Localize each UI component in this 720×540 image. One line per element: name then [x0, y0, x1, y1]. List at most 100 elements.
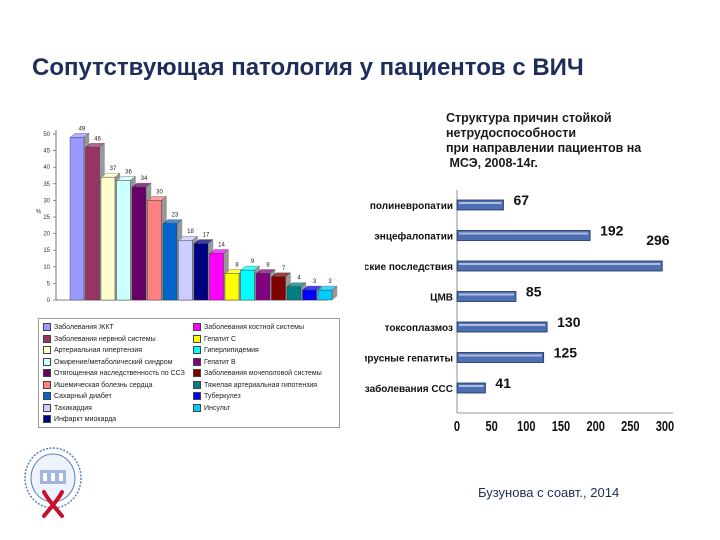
y-tick-label: 10	[43, 265, 50, 271]
legend-item: Гепатит С	[193, 334, 322, 346]
legend-swatch	[43, 380, 51, 389]
legend-label: Заболевания нервной системы	[54, 335, 156, 343]
legend-item: Инсульт	[193, 403, 322, 415]
bar	[317, 285, 338, 301]
x-tick-label: 250	[621, 417, 639, 434]
category-label: энцефалопатии	[374, 231, 453, 243]
data-label: 34	[141, 176, 148, 182]
bar-rect	[456, 382, 486, 394]
bar-front	[271, 276, 286, 301]
bar-front	[147, 200, 162, 301]
bar-rect	[456, 291, 517, 302]
data-label: 36	[125, 169, 132, 175]
bar-front	[224, 273, 240, 301]
legend-item: Ожирение/метаболический синдром	[43, 357, 185, 369]
bar-front	[240, 269, 255, 301]
legend-swatch	[43, 334, 51, 343]
legend-item: Гепатит В	[193, 357, 322, 369]
data-label: 41	[495, 375, 511, 391]
bar-rect	[456, 352, 545, 363]
legend-label: Гиперлипидемия	[204, 347, 259, 354]
bar-front	[116, 180, 131, 301]
bar-front	[131, 186, 147, 301]
x-tick-label: 150	[552, 417, 570, 434]
legend-swatch	[43, 369, 51, 378]
bar-front	[69, 137, 85, 301]
x-tick-label: 300	[656, 417, 674, 434]
data-label: 14	[218, 243, 225, 249]
data-label: 4	[297, 276, 301, 282]
legend-item: Заболевания нервной системы	[43, 334, 185, 346]
bar-highlight	[459, 293, 514, 296]
bar-front	[302, 289, 317, 301]
bar-highlight	[459, 324, 546, 326]
legend-swatch	[43, 346, 51, 355]
x-tick-label: 0	[454, 417, 460, 434]
category-label: неврологические последствия	[365, 262, 453, 273]
legend-item: Тяжелая артериальная гипотензия	[193, 380, 322, 392]
bar-rect	[456, 321, 548, 333]
bar	[456, 382, 486, 394]
bar	[456, 321, 548, 333]
data-label: 46	[94, 136, 101, 142]
data-label: 192	[600, 223, 624, 239]
legend-item: Туберкулез	[193, 391, 322, 403]
data-label: 296	[646, 232, 670, 248]
chart-caption: Структура причин стойкой нетрудоспособнос…	[446, 111, 686, 171]
chart-legend: Заболевания ЖКТ Заболевания нервной систе…	[38, 318, 340, 428]
bar-highlight	[459, 385, 484, 387]
organization-logo	[24, 447, 82, 518]
legend-label: Ожирение/метаболический синдром	[54, 358, 173, 366]
legend-swatch	[193, 392, 201, 401]
y-tick-label: 30	[43, 198, 50, 204]
legend-item: Сахарный диабет	[43, 391, 185, 403]
y-tick-label: 25	[43, 215, 50, 221]
bar-highlight	[459, 202, 502, 204]
legend-swatch	[193, 334, 201, 343]
bar-front	[317, 289, 333, 301]
legend-swatch	[193, 357, 201, 366]
data-label: 125	[554, 345, 578, 361]
legend-label: Заболевания мочеполовой системы	[204, 370, 322, 377]
x-tick-label: 200	[586, 417, 604, 434]
legend-item: Ишемическая болезнь сердца	[43, 380, 185, 392]
data-label: 23	[172, 213, 179, 219]
legend-item: Заболевания мочеполовой системы	[193, 368, 322, 380]
bar	[456, 352, 545, 363]
data-label: 30	[156, 189, 163, 195]
x-tick-label: 100	[517, 417, 535, 434]
category-label: полиневропатии	[370, 201, 453, 212]
y-tick-label: 45	[43, 149, 50, 155]
legend-swatch	[193, 403, 201, 412]
bar-front	[209, 253, 224, 301]
legend-label: Гепатит В	[204, 358, 236, 366]
bar	[456, 291, 517, 302]
bar-highlight	[459, 232, 589, 235]
bar-front	[255, 273, 271, 301]
legend-label: Заболевания ЖКТ	[54, 324, 114, 331]
bar-front	[286, 286, 302, 301]
category-label: токсоплазмоз	[385, 323, 453, 334]
legend-item: Заболевания ЖКТ	[43, 322, 185, 334]
y-tick-label: 40	[43, 165, 50, 171]
bar-front	[85, 147, 100, 301]
category-label: вирусные гепатиты	[365, 354, 453, 365]
legend-label: Заболевания костной системы	[204, 324, 305, 331]
legend-label: Ишемическая болезнь сердца	[54, 381, 153, 389]
data-label: 8	[266, 262, 270, 268]
data-label: 130	[557, 314, 581, 330]
data-label: 37	[110, 166, 117, 172]
data-label: 9	[251, 259, 255, 265]
data-label: 67	[513, 192, 529, 208]
page-title: Сопутствующая патология у пациентов с ВИ…	[32, 54, 584, 81]
y-tick-label: 35	[43, 182, 50, 188]
legend-swatch	[43, 403, 51, 412]
legend-label: Туберкулез	[204, 393, 241, 400]
caption-line: МСЭ, 2008-14г.	[446, 156, 538, 170]
data-label: 3	[313, 279, 317, 285]
legend-item: Инфаркт миокарда	[43, 414, 185, 426]
y-tick-label: 15	[43, 248, 50, 254]
legend-label: Инсульт	[204, 404, 231, 412]
legend-swatch	[43, 323, 51, 332]
legend-swatch	[193, 346, 201, 355]
